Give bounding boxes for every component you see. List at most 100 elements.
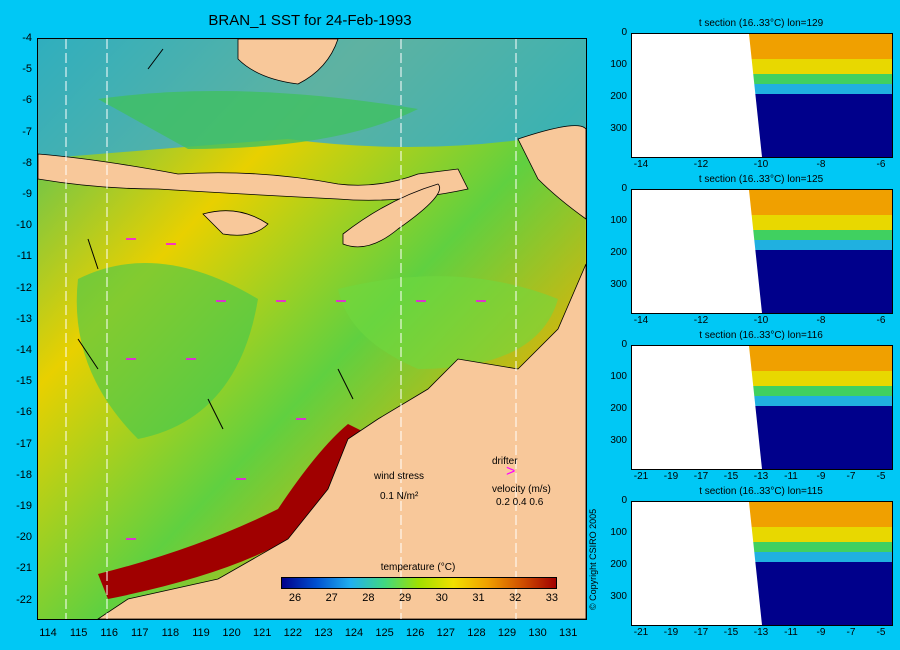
- section-latitude-tick: -10: [753, 315, 769, 326]
- section-latitude-tick: -19: [663, 471, 679, 482]
- latitude-tick-label: -20: [16, 531, 32, 544]
- section-depth-tick: 100: [610, 371, 627, 382]
- latitude-tick-label: -18: [16, 468, 32, 481]
- section-latitude-tick: -7: [846, 471, 856, 482]
- longitude-tick-label: 119: [192, 627, 210, 639]
- latitude-tick-label: -22: [16, 593, 32, 606]
- latitude-tick-label: -14: [16, 344, 32, 356]
- section-depth-tick: 0: [621, 183, 627, 194]
- section-latitude-tick: -15: [723, 627, 739, 638]
- section-depth-tick: 100: [610, 59, 627, 70]
- sumba-island: [202, 210, 269, 236]
- latitude-tick-label: -5: [22, 63, 32, 76]
- wind-stress-label: wind stress: [374, 471, 425, 482]
- latitude-tick-label: -12: [16, 281, 32, 294]
- northern-island: [237, 39, 339, 85]
- colorbar-tick-label: 29: [398, 592, 412, 604]
- colorbar-tick-label: 30: [435, 592, 448, 604]
- section-latitude-tick: -13: [753, 627, 769, 638]
- section-depth-tick: 300: [610, 591, 627, 602]
- section-latitude-tick: -12: [693, 159, 709, 170]
- longitude-tick-label: 116: [100, 627, 118, 639]
- island-chain: [38, 153, 469, 201]
- drifter-arrows: [126, 238, 486, 540]
- australia-landmass: [97, 263, 586, 619]
- latitude-tick-label: -19: [16, 500, 32, 512]
- section-latitude-tick: -21: [633, 471, 649, 482]
- section-latitude-tick: -11: [784, 471, 798, 482]
- section-latitude-tick: -8: [816, 315, 826, 326]
- section-title: t section (16..33°C) lon=125: [698, 174, 824, 185]
- section-plot: [632, 190, 892, 313]
- section-depth-tick: 100: [610, 215, 627, 226]
- green-water-patch: [98, 91, 418, 149]
- section-depth-tick: 0: [621, 495, 627, 506]
- longitude-tick-label: 129: [497, 627, 517, 639]
- longitude-tick-label: 128: [467, 627, 486, 639]
- map-title: BRAN_1 SST for 24-Feb-1993: [208, 12, 412, 29]
- colorbar-tick-label: 28: [362, 592, 375, 604]
- longitude-tick-label: 123: [314, 627, 333, 639]
- longitude-tick-label: 117: [131, 627, 149, 639]
- temperature-section-panel: [631, 33, 893, 158]
- section-depth-tick: 300: [610, 123, 627, 134]
- green-water-patch: [76, 263, 258, 439]
- section-latitude-tick: -11: [784, 627, 798, 638]
- section-depth-tick: 200: [610, 403, 627, 414]
- colorbar-tick-label: 31: [472, 592, 485, 604]
- section-latitude-tick: -19: [663, 627, 679, 638]
- latitude-tick-label: -17: [16, 437, 32, 450]
- section-title: t section (16..33°C) lon=129: [698, 18, 824, 29]
- section-latitude-tick: -5: [876, 471, 886, 482]
- hot-coastal-band: [98, 424, 368, 599]
- section-latitude-tick: -5: [876, 627, 886, 638]
- drifter-label: drifter: [492, 456, 518, 467]
- temperature-colorbar: [281, 577, 557, 589]
- longitude-tick-label: 115: [69, 627, 88, 639]
- section-depth-tick: 300: [610, 279, 627, 290]
- temperature-section-panel: [631, 501, 893, 626]
- section-plot: [632, 502, 892, 625]
- latitude-tick-label: -8: [22, 156, 32, 169]
- section-depth-tick: 100: [610, 527, 627, 538]
- latitude-tick-label: -16: [16, 406, 32, 419]
- longitude-tick-label: 124: [344, 627, 364, 639]
- latitude-tick-label: -21: [16, 562, 32, 575]
- sst-map: wind stress 0.1 N/m² drifter > velocity …: [37, 38, 587, 620]
- section-depth-tick: 0: [621, 27, 627, 38]
- drifter-arrow-icon: >: [506, 463, 516, 480]
- section-latitude-tick: -6: [876, 159, 886, 170]
- colorbar-tick-label: 33: [545, 592, 559, 604]
- latitude-tick-label: -10: [16, 219, 32, 232]
- latitude-tick-label: -13: [16, 312, 32, 325]
- latitude-tick-label: -15: [16, 375, 32, 388]
- sst-map-canvas: [38, 39, 586, 619]
- copyright-notice: © Copyright CSIRO 2005: [588, 508, 598, 610]
- section-depth-tick: 300: [610, 435, 627, 446]
- section-latitude-tick: -13: [753, 471, 769, 482]
- section-plot: [632, 34, 892, 157]
- section-latitude-tick: -12: [693, 315, 709, 326]
- section-latitude-tick: -6: [876, 315, 886, 326]
- section-depth-tick: 200: [610, 91, 627, 102]
- longitude-tick-label: 125: [375, 627, 394, 639]
- latitude-tick-label: -6: [22, 94, 32, 107]
- latitude-tick-label: -7: [22, 125, 32, 138]
- longitude-tick-label: 126: [406, 627, 425, 639]
- section-latitude-tick: -9: [816, 471, 826, 482]
- temperature-section-panel: [631, 189, 893, 314]
- latitude-tick-label: -11: [16, 250, 32, 263]
- section-title: t section (16..33°C) lon=116: [699, 330, 823, 341]
- section-latitude-tick: -9: [816, 627, 826, 638]
- green-water-patch: [338, 276, 558, 369]
- section-latitude-tick: -7: [846, 627, 856, 638]
- longitude-tick-label: 130: [528, 627, 547, 639]
- wind-stress-arrows: [77, 48, 354, 430]
- eastern-island: [517, 125, 586, 220]
- section-latitude-tick: -14: [633, 315, 649, 326]
- temperature-section-panel: [631, 345, 893, 470]
- colorbar-tick-label: 32: [509, 592, 522, 604]
- colorbar-tick-label: 26: [288, 592, 302, 604]
- section-latitude-tick: -8: [816, 159, 826, 170]
- longitude-tick-label: 127: [436, 627, 455, 639]
